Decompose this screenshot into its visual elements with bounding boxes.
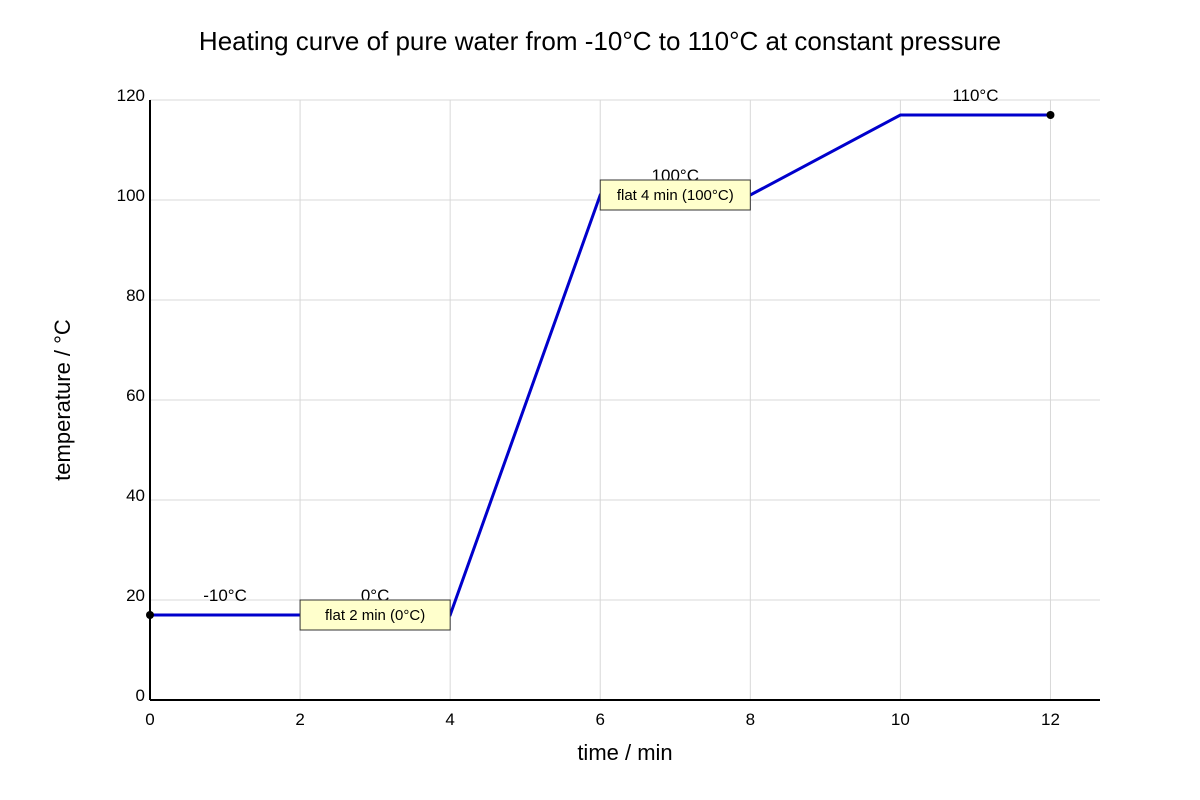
x-tick-label: 0 [145, 710, 154, 729]
endpoint-marker [1046, 111, 1055, 119]
y-tick-label: 40 [126, 486, 145, 505]
annotation-text: flat 2 min (0°C) [325, 607, 425, 624]
annotation-text: flat 4 min (100°C) [617, 187, 734, 204]
y-tick-label: 80 [126, 286, 145, 305]
y-tick-label: 100 [117, 186, 145, 205]
x-tick-label: 10 [891, 710, 910, 729]
annotation-box [299, 599, 451, 631]
axes-layer [149, 100, 1100, 701]
endpoint-marker [146, 611, 154, 619]
annotation-box [599, 179, 751, 211]
y-tick-label: 20 [126, 586, 145, 605]
x-tick-label: 2 [295, 710, 304, 729]
y-axis-label: temperature / °C [50, 319, 75, 481]
chart-title: Heating curve of pure water from -10°C t… [199, 26, 1001, 56]
x-tick-label: 8 [746, 710, 755, 729]
segment-label: -10°C [203, 586, 247, 605]
y-tick-label: 120 [117, 86, 145, 105]
segment-label: 110°C [952, 86, 998, 105]
x-tick-label: 12 [1041, 710, 1060, 729]
x-tick-label: 4 [445, 710, 454, 729]
y-tick-label: 60 [126, 386, 145, 405]
y-tick-label: 0 [136, 686, 145, 705]
x-tick-label: 6 [596, 710, 605, 729]
x-axis-label: time / min [577, 740, 672, 765]
